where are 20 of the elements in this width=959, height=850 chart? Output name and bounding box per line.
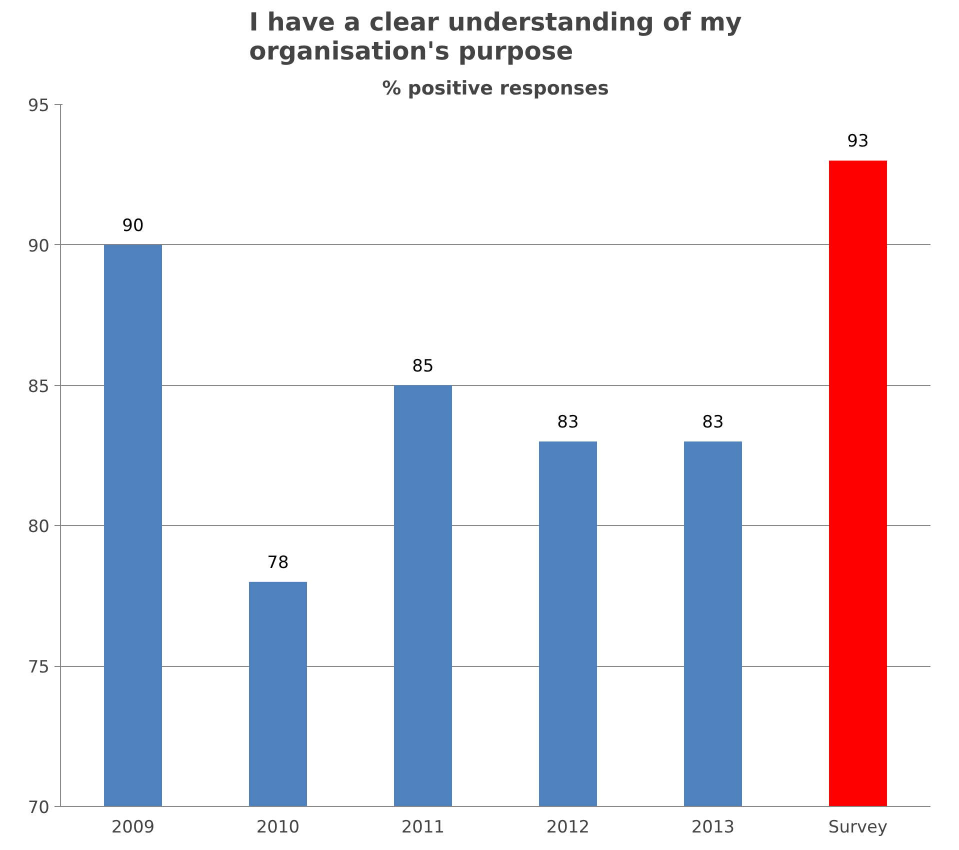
y-tick-label: 90: [28, 236, 50, 256]
x-tick-label: 2010: [256, 818, 300, 838]
x-tick-label: 2011: [401, 818, 445, 838]
y-tick-label: 75: [28, 658, 50, 678]
y-tick-label: 95: [28, 96, 50, 116]
y-tick-label: 80: [28, 517, 50, 538]
data-label: 78: [267, 552, 289, 573]
y-tick-label: 70: [28, 798, 50, 818]
data-label: 83: [557, 412, 579, 432]
x-tick-label: Survey: [828, 818, 888, 838]
chart-title: I have a clear understanding of my organisation's purpose: [249, 8, 742, 66]
chart-subtitle: % positive responses: [382, 78, 609, 100]
x-tick-label: 2012: [546, 818, 590, 838]
data-label: 83: [702, 412, 724, 432]
data-label: 85: [412, 356, 434, 376]
data-label: 90: [122, 216, 144, 236]
y-tick-label: 85: [28, 376, 50, 397]
x-tick-label: 2013: [691, 818, 735, 838]
data-label: 93: [847, 132, 869, 152]
x-tick-label: 2009: [111, 818, 155, 838]
